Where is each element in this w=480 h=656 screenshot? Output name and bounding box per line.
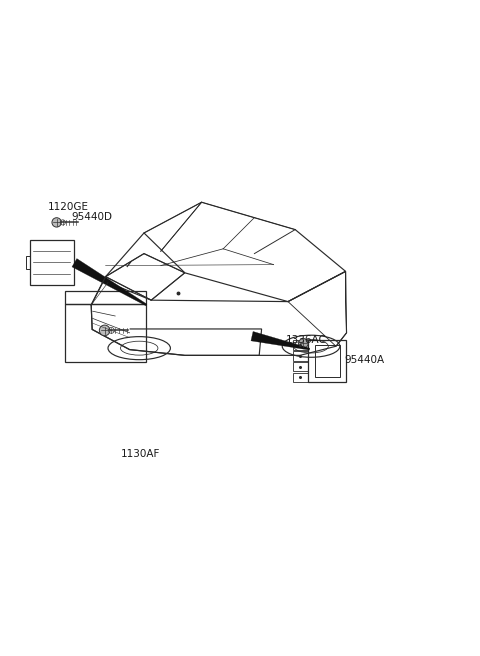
Text: 1130AF: 1130AF [121,449,160,459]
Text: 95440A: 95440A [345,354,385,365]
Text: 95440D: 95440D [71,213,112,222]
Circle shape [52,218,61,227]
Polygon shape [251,331,310,350]
Text: 1336AC: 1336AC [286,335,326,345]
Polygon shape [72,258,147,306]
Circle shape [299,338,308,348]
Circle shape [99,325,110,336]
Text: 1120GE: 1120GE [48,203,89,213]
